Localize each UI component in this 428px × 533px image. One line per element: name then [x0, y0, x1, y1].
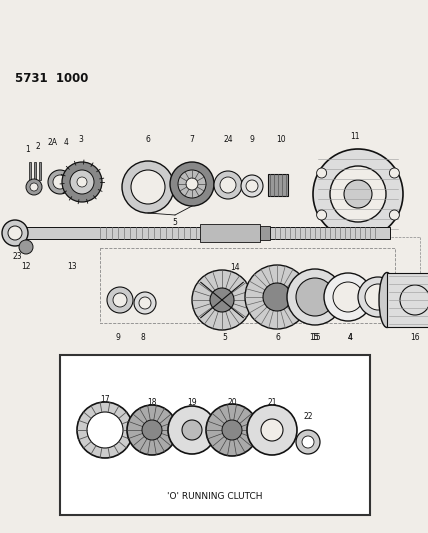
Text: 1: 1	[26, 145, 30, 154]
Text: 14: 14	[230, 263, 240, 272]
Text: 5: 5	[223, 333, 227, 342]
Text: 8: 8	[141, 333, 146, 342]
Text: 5731  1000: 5731 1000	[15, 72, 88, 85]
Text: 24: 24	[223, 135, 233, 144]
Text: 19: 19	[187, 398, 197, 407]
Text: 'O' RUNNING CLUTCH: 'O' RUNNING CLUTCH	[167, 492, 263, 501]
Bar	[39, 162, 41, 180]
Circle shape	[210, 288, 234, 312]
Circle shape	[296, 278, 334, 316]
Ellipse shape	[379, 272, 395, 327]
Circle shape	[170, 162, 214, 206]
Text: 15: 15	[309, 333, 319, 342]
Circle shape	[302, 436, 314, 448]
Text: 23: 23	[12, 252, 22, 261]
Bar	[387, 273, 428, 327]
Circle shape	[186, 178, 198, 190]
Circle shape	[317, 210, 327, 220]
Circle shape	[8, 226, 22, 240]
Text: 11: 11	[350, 132, 360, 141]
Circle shape	[142, 420, 162, 440]
Circle shape	[70, 170, 94, 194]
Text: 2A: 2A	[48, 138, 58, 147]
Circle shape	[113, 293, 127, 307]
Text: 12: 12	[21, 262, 31, 271]
Circle shape	[134, 292, 156, 314]
Circle shape	[246, 180, 258, 192]
Circle shape	[122, 161, 174, 213]
Circle shape	[324, 273, 372, 321]
Bar	[200, 224, 260, 242]
Circle shape	[30, 183, 38, 191]
Circle shape	[139, 297, 151, 309]
Circle shape	[247, 405, 297, 455]
Bar	[60, 355, 370, 515]
Text: 6: 6	[146, 135, 150, 144]
Text: 4: 4	[348, 333, 352, 342]
Circle shape	[261, 419, 283, 441]
Circle shape	[192, 270, 252, 330]
Circle shape	[87, 412, 123, 448]
Circle shape	[206, 404, 258, 456]
Circle shape	[365, 284, 391, 310]
Text: 13: 13	[67, 262, 77, 271]
Text: 20: 20	[227, 398, 237, 407]
Text: 2: 2	[36, 142, 40, 151]
Circle shape	[48, 170, 72, 194]
Text: 10: 10	[276, 135, 286, 144]
Bar	[29, 162, 31, 180]
Circle shape	[389, 210, 399, 220]
Bar	[20, 227, 390, 239]
Circle shape	[62, 162, 102, 202]
Circle shape	[222, 420, 242, 440]
Text: 9: 9	[250, 135, 254, 144]
Circle shape	[182, 420, 202, 440]
Bar	[260, 226, 270, 240]
Circle shape	[2, 220, 28, 246]
Circle shape	[296, 430, 320, 454]
Text: 5: 5	[172, 218, 178, 227]
Text: 6: 6	[276, 333, 280, 342]
Circle shape	[245, 265, 309, 329]
Text: 16: 16	[410, 333, 420, 342]
Circle shape	[214, 171, 242, 199]
Text: 4: 4	[64, 138, 68, 147]
Text: 3: 3	[79, 135, 83, 144]
Circle shape	[287, 269, 343, 325]
Text: 22: 22	[303, 412, 313, 421]
Circle shape	[263, 283, 291, 311]
Bar	[100, 248, 395, 323]
Circle shape	[168, 406, 216, 454]
Circle shape	[26, 179, 42, 195]
Text: 17: 17	[100, 395, 110, 404]
Circle shape	[107, 287, 133, 313]
Circle shape	[19, 240, 33, 254]
Circle shape	[220, 177, 236, 193]
Text: 7: 7	[190, 135, 194, 144]
Circle shape	[344, 180, 372, 208]
Circle shape	[131, 170, 165, 204]
Circle shape	[77, 402, 133, 458]
Circle shape	[77, 177, 87, 187]
Text: 18: 18	[147, 398, 157, 407]
Circle shape	[317, 168, 327, 178]
Text: 21: 21	[267, 398, 277, 407]
Circle shape	[313, 149, 403, 239]
Circle shape	[330, 166, 386, 222]
Circle shape	[333, 282, 363, 312]
Circle shape	[389, 168, 399, 178]
Circle shape	[53, 175, 67, 189]
Circle shape	[127, 405, 177, 455]
Text: 4: 4	[348, 333, 352, 342]
Bar	[268, 174, 288, 196]
Circle shape	[178, 170, 206, 198]
Circle shape	[241, 175, 263, 197]
Circle shape	[358, 277, 398, 317]
Bar	[34, 162, 36, 180]
Text: 9: 9	[116, 333, 120, 342]
Text: 15: 15	[311, 333, 321, 342]
